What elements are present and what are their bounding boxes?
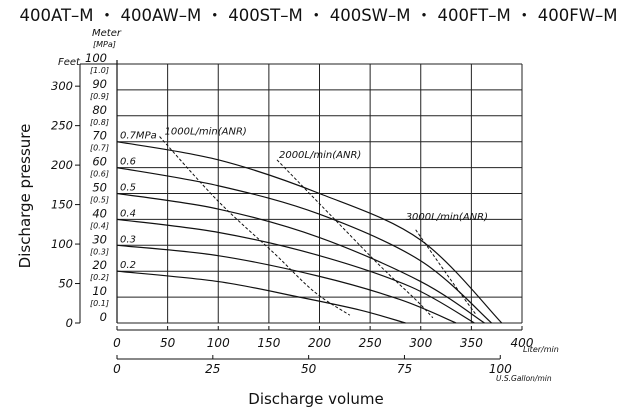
chart-title: 400AT–M ・ 400AW–M ・ 400ST–M ・ 400SW–M ・ … — [19, 6, 618, 25]
y-tick-meter: 0 — [100, 310, 107, 324]
pressure-curve-3 — [116, 218, 475, 324]
axes — [75, 60, 523, 360]
x-unit-gallon: U.S.Gallon/min — [496, 374, 552, 383]
pressure-curve-0 — [116, 141, 503, 324]
pressure-curve-4 — [116, 244, 457, 324]
x-tick-liter: 400 — [511, 336, 534, 350]
y-tick-meter: 60 — [92, 155, 107, 169]
y-tick-mpa: [0.5] — [90, 196, 109, 205]
y-tick-mpa: [0.6] — [90, 170, 109, 179]
y-tick-meter: 80 — [92, 103, 107, 117]
x-tick-liter: 250 — [359, 336, 382, 350]
y-tick-mpa: [0.1] — [90, 299, 109, 308]
y-tick-meter: 70 — [92, 129, 107, 143]
x-tick-liter: 150 — [257, 336, 280, 350]
series-label-1: 0.6 — [120, 157, 136, 168]
x-tick-liter: 0 — [113, 336, 121, 350]
series-label-4: 0.3 — [120, 234, 136, 245]
y-unit-meter: Meter — [92, 28, 122, 39]
x-tick-liter: 350 — [460, 336, 483, 350]
x-tick-liter: 300 — [409, 336, 432, 350]
pressure-curve-1 — [116, 167, 493, 324]
y-tick-feet: 300 — [51, 79, 73, 93]
air-curve-1 — [276, 159, 434, 319]
series-label-0: 0.7MPa — [120, 131, 157, 142]
y-tick-feet: 0 — [66, 316, 73, 330]
x-tick-gallon: 0 — [113, 362, 121, 376]
y-unit-feet: Feet — [58, 57, 81, 68]
air-label-2: 3000L/min(ANR) — [406, 212, 488, 223]
x-tick-liter: 200 — [308, 336, 331, 350]
pressure-curve-2 — [116, 192, 485, 324]
x-tick-gallon: 25 — [205, 362, 220, 376]
series-label-3: 0.4 — [120, 208, 136, 219]
y-tick-feet: 250 — [51, 119, 73, 133]
air-label-0: 1000L/min(ANR) — [165, 127, 247, 138]
y-tick-feet: 200 — [51, 158, 73, 172]
series-label-2: 0.5 — [120, 183, 136, 194]
y-tick-mpa: [0.9] — [90, 92, 109, 101]
y-axis-label: Discharge pressure — [16, 124, 34, 269]
x-tick-gallon: 100 — [489, 362, 512, 376]
y-tick-mpa: [1.0] — [90, 66, 109, 75]
air-label-1: 2000L/min(ANR) — [279, 150, 361, 161]
y-tick-meter: 40 — [92, 206, 107, 220]
x-axis-label: Discharge volume — [248, 390, 383, 408]
y-tick-meter: 90 — [92, 77, 107, 91]
x-unit-liter: Liter/min — [523, 345, 559, 354]
y-tick-mpa: [0.2] — [90, 273, 109, 282]
labels: 0.7MPa0.60.50.40.30.21000L/min(ANR)2000L… — [16, 28, 559, 408]
y-tick-feet: 50 — [58, 277, 73, 291]
series-label-5: 0.2 — [120, 260, 136, 271]
air-curve-2 — [415, 229, 477, 316]
y-tick-meter: 30 — [92, 232, 107, 246]
y-tick-mpa: [0.3] — [90, 247, 109, 256]
y-tick-mpa: [0.4] — [90, 221, 109, 230]
x-tick-gallon: 75 — [397, 362, 412, 376]
y-unit-mpa: [MPa] — [93, 40, 116, 49]
y-tick-mpa: [0.7] — [90, 144, 109, 153]
x-tick-liter: 50 — [160, 336, 176, 350]
x-tick-gallon: 50 — [301, 362, 317, 376]
y-tick-meter: 10 — [92, 284, 107, 298]
y-tick-meter: 100 — [85, 51, 107, 65]
y-tick-meter: 20 — [92, 258, 107, 272]
air-consumption-curves — [159, 136, 477, 319]
pressure-curve-5 — [116, 270, 406, 324]
x-tick-liter: 100 — [207, 336, 230, 350]
y-tick-feet: 100 — [51, 237, 73, 251]
y-tick-feet: 150 — [51, 198, 73, 212]
air-curve-0 — [159, 136, 351, 316]
pressure-curves — [116, 141, 503, 324]
y-tick-mpa: [0.8] — [90, 118, 109, 127]
y-tick-meter: 50 — [92, 181, 107, 195]
